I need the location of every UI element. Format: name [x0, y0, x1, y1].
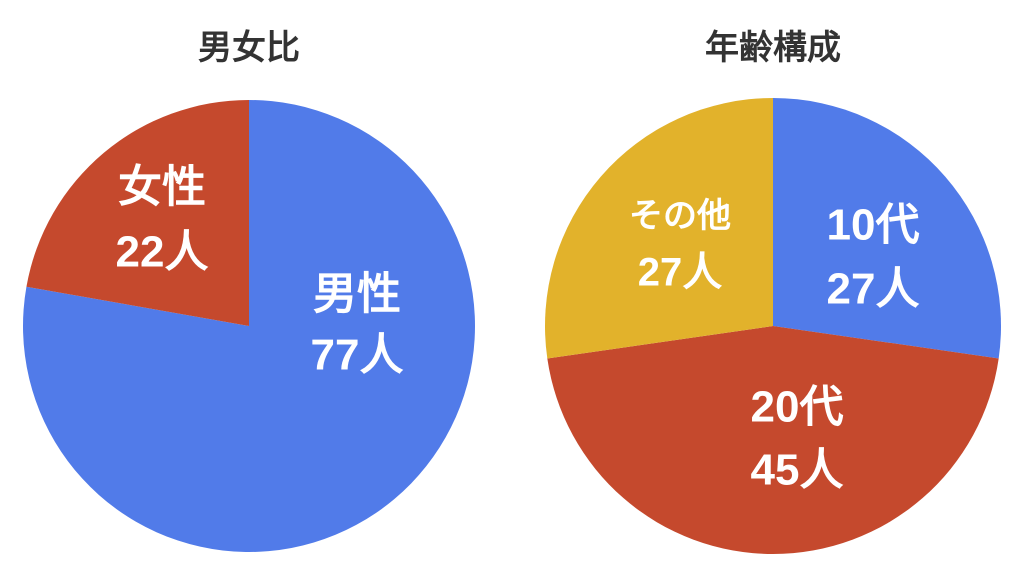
pie-slice — [547, 326, 999, 554]
slice-label: その他 — [629, 197, 731, 235]
value-label: 22人 — [116, 228, 209, 277]
pie-slice — [773, 98, 1001, 359]
value-label: 27人 — [638, 251, 723, 295]
pie-slice — [22, 100, 475, 552]
value-label: 45人 — [751, 446, 844, 495]
slice-label: 男性 — [313, 270, 401, 319]
value-label: 27人 — [827, 265, 920, 314]
slice-label: 女性 — [118, 163, 206, 212]
slice-label: 20代 — [751, 383, 844, 432]
chart-title: 年齢構成 — [705, 29, 841, 67]
chart-title: 男女比 — [198, 28, 300, 67]
value-label: 77人 — [311, 331, 404, 380]
slice-label: 10代 — [827, 201, 920, 250]
pie-slice — [545, 98, 773, 359]
pie-slice — [26, 99, 250, 326]
